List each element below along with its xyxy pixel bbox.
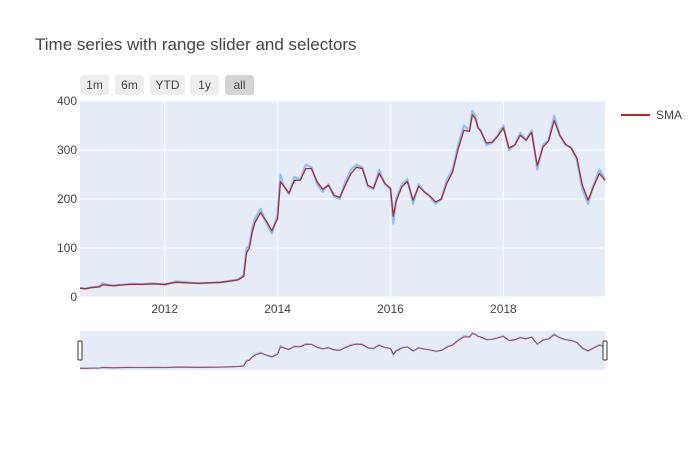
range-button-1y-bg xyxy=(190,75,219,95)
y-tick-label: 100 xyxy=(57,241,77,255)
y-tick-label: 400 xyxy=(57,94,77,108)
range-button-all[interactable]: all xyxy=(225,75,254,95)
y-tick-label: 0 xyxy=(70,290,77,304)
x-tick-label: 2018 xyxy=(490,302,517,316)
x-tick-label: 2012 xyxy=(151,302,178,316)
y-tick-label: 200 xyxy=(57,192,77,206)
x-tick-label: 2016 xyxy=(377,302,404,316)
range-button-ytd-label: YTD xyxy=(156,78,180,92)
range-button-6m-label: 6m xyxy=(121,78,138,92)
range-slider-handle-left[interactable] xyxy=(77,340,83,361)
chart-title: Time series with range slider and select… xyxy=(35,35,357,54)
series-line-sma xyxy=(79,114,606,290)
range-slider-background xyxy=(80,331,605,370)
range-selector: 1m 6m YTD 1y all xyxy=(80,75,254,95)
legend: SMA xyxy=(621,108,682,122)
x-tick-label: 2014 xyxy=(264,302,291,316)
range-button-ytd-bg xyxy=(150,75,185,95)
range-slider[interactable] xyxy=(77,331,608,370)
range-button-1m[interactable]: 1m xyxy=(80,75,109,95)
y-tick-label: 300 xyxy=(57,143,77,157)
range-button-1y[interactable]: 1y xyxy=(190,75,219,95)
range-button-ytd[interactable]: YTD xyxy=(150,75,185,95)
range-button-all-label: all xyxy=(233,78,245,92)
range-slider-handle-right[interactable] xyxy=(602,340,608,361)
range-button-1y-label: 1y xyxy=(198,78,211,92)
legend-item-sma[interactable]: SMA xyxy=(621,108,682,122)
range-button-6m[interactable]: 6m xyxy=(115,75,144,95)
legend-label-sma: SMA xyxy=(656,108,682,122)
range-button-1m-label: 1m xyxy=(86,78,103,92)
main-plot: 0 100 200 300 400 2012 2014 2016 2018 xyxy=(57,94,606,316)
range-button-all-bg xyxy=(225,75,254,95)
range-button-1m-bg xyxy=(80,75,109,95)
range-slider-line-sma xyxy=(79,333,606,369)
range-button-6m-bg xyxy=(115,75,144,95)
